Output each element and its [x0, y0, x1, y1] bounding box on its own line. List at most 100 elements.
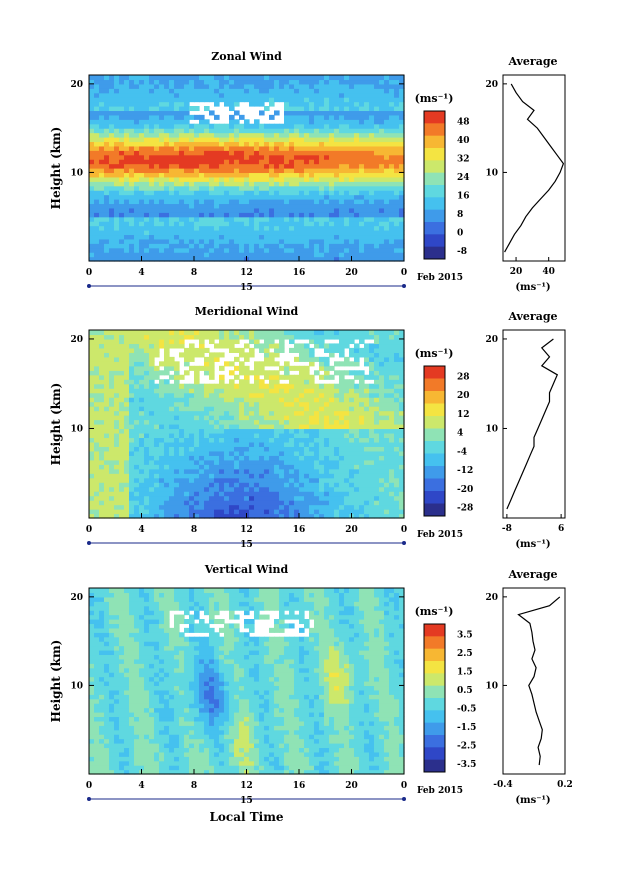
heatmap-cell	[184, 370, 190, 376]
heatmap-cell	[224, 482, 230, 488]
heatmap-cell	[364, 141, 370, 147]
heatmap-cell	[109, 473, 115, 479]
heatmap-cell	[279, 203, 285, 209]
heatmap-cell	[249, 207, 255, 213]
heatmap-cell	[149, 203, 155, 209]
heatmap-cell	[154, 477, 160, 483]
heatmap-cell	[139, 110, 145, 116]
heatmap-cell	[304, 455, 310, 461]
heatmap-cell	[99, 194, 105, 200]
heatmap-cell	[214, 101, 220, 107]
heatmap-cell	[359, 225, 365, 231]
colorbar-swatch	[424, 185, 445, 198]
heatmap-cell	[284, 482, 290, 488]
heatmap-cell	[104, 145, 110, 151]
heatmap-cell	[94, 437, 100, 443]
heatmap-cell	[359, 230, 365, 236]
heatmap-cell	[339, 252, 345, 258]
heatmap-cell	[259, 92, 265, 98]
heatmap-cell	[219, 343, 225, 349]
heatmap-cell	[384, 123, 390, 129]
heatmap-cell	[99, 243, 105, 249]
heatmap-cell	[379, 101, 385, 107]
heatmap-cell	[319, 230, 325, 236]
heatmap-cell	[194, 383, 200, 389]
heatmap-cell	[304, 401, 310, 407]
heatmap-cell	[89, 365, 95, 371]
heatmap-cell	[369, 388, 375, 394]
heatmap-cell	[114, 352, 120, 358]
heatmap-cell	[319, 338, 325, 345]
heatmap-cell	[234, 119, 240, 125]
heatmap-cell	[369, 370, 375, 376]
heatmap-cell	[169, 168, 175, 174]
heatmap-cell	[319, 401, 325, 407]
heatmap-cell	[114, 388, 120, 394]
heatmap-cell	[259, 401, 265, 407]
heatmap-cell	[264, 172, 270, 178]
heatmap-cell	[184, 119, 190, 125]
heatmap-cell	[154, 374, 160, 380]
heatmap-cell	[324, 176, 330, 182]
heatmap-cell	[244, 150, 250, 156]
heatmap-cell	[324, 365, 330, 371]
heatmap-cell	[274, 455, 280, 461]
heatmap-cell	[129, 509, 135, 515]
heatmap-cell	[129, 482, 135, 488]
heatmap-cell	[89, 410, 95, 416]
heatmap-cell	[364, 504, 370, 510]
heatmap-cell	[134, 172, 140, 178]
heatmap-cell	[249, 495, 255, 501]
heatmap-cell	[349, 397, 355, 403]
heatmap-cell	[294, 88, 300, 94]
heatmap-cell	[119, 509, 125, 515]
heatmap-cell	[289, 450, 295, 456]
heatmap-cell	[234, 513, 240, 519]
heatmap-cell	[94, 252, 100, 258]
heatmap-cell	[119, 92, 125, 98]
heatmap-cell	[299, 410, 305, 416]
heatmap-cell	[304, 221, 310, 227]
heatmap-cell	[169, 114, 175, 120]
heatmap-cell	[279, 132, 285, 138]
heatmap-cell	[199, 203, 205, 209]
heatmap-cell	[329, 441, 335, 447]
heatmap-cell	[314, 256, 320, 262]
heatmap-cell	[209, 468, 215, 474]
heatmap-cell	[259, 207, 265, 213]
heatmap-cell	[359, 513, 365, 519]
heatmap-cell	[89, 216, 95, 222]
heatmap-cell	[299, 225, 305, 231]
heatmap-cell	[379, 392, 385, 398]
heatmap-cell	[284, 468, 290, 474]
heatmap-cell	[364, 199, 370, 205]
heatmap-cell	[294, 388, 300, 394]
heatmap-cell	[254, 145, 260, 151]
heatmap-cell	[169, 145, 175, 151]
heatmap-cell	[224, 424, 230, 430]
heatmap-cell	[189, 137, 195, 143]
heatmap-cell	[189, 83, 195, 89]
heatmap-cell	[259, 88, 265, 94]
heatmap-cell	[194, 397, 200, 403]
heatmap-cell	[379, 343, 385, 349]
heatmap-cell	[144, 247, 150, 253]
heatmap-cell	[344, 114, 350, 120]
heatmap-cell	[134, 243, 140, 249]
heatmap-cell	[129, 110, 135, 116]
heatmap-cell	[299, 145, 305, 151]
heatmap-cell	[249, 419, 255, 425]
heatmap-cell	[129, 500, 135, 506]
heatmap-cell	[229, 168, 235, 174]
heatmap-cell	[264, 154, 270, 160]
heatmap-cell	[264, 428, 270, 434]
heatmap-cell	[289, 374, 295, 380]
heatmap-cell	[264, 123, 270, 129]
heatmap-cell	[284, 415, 290, 421]
heatmap-cell	[254, 374, 260, 380]
heatmap-cell	[334, 410, 340, 416]
heatmap-cell	[274, 334, 280, 340]
heatmap-cell	[194, 88, 200, 94]
heatmap-cell	[114, 486, 120, 492]
heatmap-cell	[249, 194, 255, 200]
